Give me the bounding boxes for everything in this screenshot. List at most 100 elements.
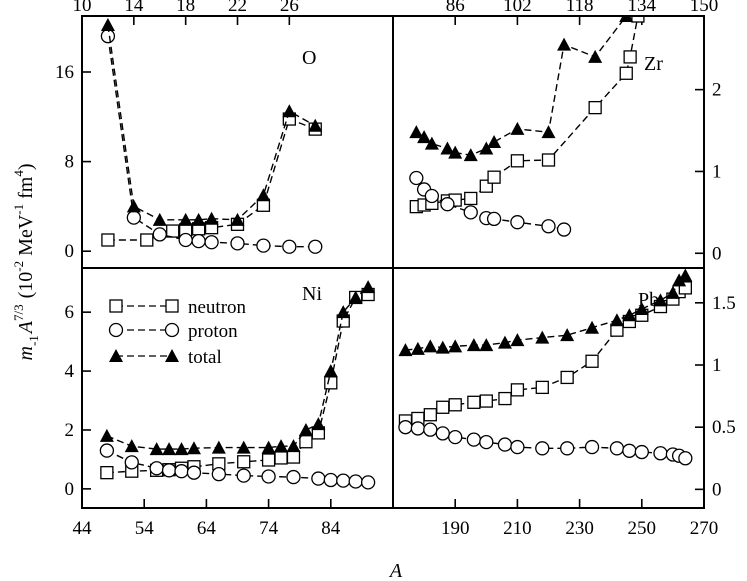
point-Ni-proton: [124, 455, 139, 470]
point-Ni-total: [311, 417, 326, 431]
point-Pb-proton: [622, 443, 637, 458]
point-Ni-total: [186, 441, 201, 455]
x-tick-label-Pb: 230: [565, 518, 594, 539]
point-Pb-proton: [510, 439, 525, 455]
point-Ni-total: [162, 442, 177, 456]
point-Pb-total: [435, 340, 450, 354]
point-Pb-neutron: [479, 394, 493, 408]
y-tick-label-O: 16: [55, 62, 74, 83]
point-Pb-proton: [560, 441, 575, 456]
point-Ni-proton: [311, 471, 326, 486]
y-tick-label-Pb: 0: [712, 479, 722, 500]
point-Pb-proton: [466, 432, 482, 447]
panel-label-Pb: Pb: [638, 289, 659, 311]
point-O-proton: [204, 235, 219, 250]
series-group-Ni: [99, 280, 376, 490]
point-Ni-total: [336, 305, 351, 319]
x-tick-label-Ni: 64: [197, 518, 217, 539]
x-tick-label-Zr: 134: [628, 0, 657, 16]
point-O-total: [308, 118, 323, 132]
point-Zr-total: [487, 135, 502, 148]
point-Ni-proton: [236, 468, 251, 483]
x-tick-label-Zr: 150: [690, 0, 719, 16]
point-O-neutron: [140, 233, 154, 247]
point-Ni-total: [99, 428, 114, 442]
x-axis-title: A: [388, 560, 403, 581]
y-title-units-fm-exp: 4: [11, 170, 26, 177]
x-tick-label-Zr: 86: [446, 0, 465, 16]
point-Ni-proton: [286, 469, 301, 485]
y-title-units-mev: MeV: [15, 214, 37, 261]
point-Zr-total: [463, 148, 478, 162]
point-Pb-total: [466, 338, 481, 352]
point-Zr-neutron: [487, 170, 501, 184]
y-tick-label-Ni: 0: [65, 479, 75, 500]
x-tick-label-O: 22: [228, 0, 247, 16]
line-O-total: [107, 24, 316, 221]
point-Zr-neutron: [631, 16, 645, 23]
point-Pb-neutron: [510, 383, 525, 397]
point-Ni-proton: [336, 473, 351, 488]
point-O-proton: [282, 239, 297, 254]
point-O-proton: [191, 233, 206, 249]
point-Pb-total: [585, 320, 600, 334]
legend-entry-total: total: [109, 347, 222, 368]
point-Pb-proton: [584, 439, 600, 455]
point-Pb-total: [622, 308, 637, 322]
point-Pb-total: [560, 328, 575, 342]
point-Zr-proton: [556, 222, 572, 237]
point-Pb-proton: [398, 420, 413, 435]
point-Ni-total: [149, 442, 164, 456]
point-Pb-total: [535, 330, 550, 344]
y-tick-label-Pb: 0.5: [712, 417, 736, 438]
point-O-neutron: [101, 233, 115, 247]
y-tick-label-O: 0: [65, 241, 75, 262]
point-Zr-neutron: [510, 154, 525, 168]
legend-label-total: total: [188, 347, 222, 368]
panel-label-O: O: [302, 47, 316, 69]
x-tick-label-Pb: 190: [441, 518, 470, 539]
y-tick-label-Ni: 2: [65, 420, 75, 441]
point-Ni-total: [174, 442, 189, 456]
point-Ni-proton: [149, 461, 164, 476]
y-title-units-fm: fm: [15, 176, 37, 204]
point-O-total: [282, 104, 297, 118]
point-Zr-total: [479, 141, 494, 155]
point-Zr-total: [417, 130, 432, 144]
y-title-m: m: [15, 346, 37, 360]
point-Pb-neutron: [448, 398, 462, 412]
point-Pb-neutron: [498, 391, 512, 406]
point-Pb-total: [634, 302, 649, 316]
point-Ni-proton: [99, 443, 115, 458]
point-Pb-proton: [410, 421, 426, 436]
line-Zr-neutron: [416, 16, 639, 208]
x-tick-label-Ni: 44: [73, 518, 93, 539]
point-Ni-proton: [360, 475, 376, 490]
x-tick-label-O: 10: [73, 0, 92, 16]
series-group-O: [100, 17, 323, 254]
point-Ni-neutron: [100, 466, 114, 480]
y-title-sup: 7/3: [11, 304, 26, 321]
point-Pb-proton: [634, 444, 649, 460]
series-group-Zr: [409, 16, 645, 237]
x-tick-label-Pb: 250: [628, 518, 657, 539]
y-tick-label-Pb: 1.5: [712, 293, 736, 314]
point-Ni-proton: [186, 465, 202, 480]
point-Pb-proton: [448, 429, 463, 445]
point-Pb-neutron: [436, 400, 450, 414]
panel-label-Zr: Zr: [644, 53, 663, 75]
point-Pb-proton: [435, 426, 450, 441]
point-Ni-neutron: [324, 376, 338, 390]
point-Pb-total: [497, 335, 512, 349]
y-title-sub: -1: [26, 335, 41, 346]
point-O-proton: [308, 239, 323, 254]
y-title-units-open: (10: [15, 272, 37, 299]
line-O-proton: [107, 36, 316, 248]
point-Zr-total: [448, 145, 463, 159]
point-O-total: [230, 212, 245, 226]
x-tick-label-Ni: 84: [321, 518, 341, 539]
point-O-total: [204, 211, 219, 225]
point-Pb-proton: [479, 434, 494, 450]
y-tick-label-O: 8: [65, 152, 75, 173]
